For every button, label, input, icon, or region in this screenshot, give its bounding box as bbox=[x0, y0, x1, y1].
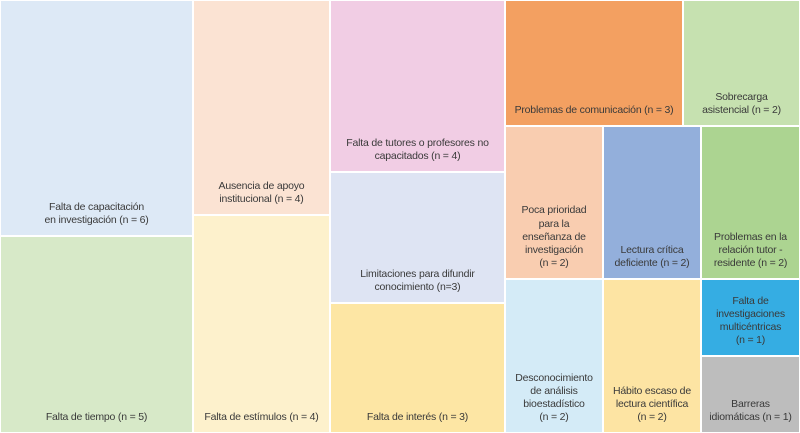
treemap-cell-label: Problemas de comunicación (n = 3) bbox=[514, 103, 674, 116]
treemap-cell: Falta de interés (n = 3) bbox=[330, 303, 505, 433]
treemap-cell: Barreras idiomáticas (n = 1) bbox=[701, 356, 800, 433]
treemap-cell-label: Falta de interés (n = 3) bbox=[366, 410, 469, 423]
treemap-cell-label: Barreras idiomáticas (n = 1) bbox=[709, 397, 792, 423]
treemap-cell-label: Sobrecarga asistencial (n = 2) bbox=[702, 90, 781, 116]
treemap-cell: Desconocimiento de análisis bioestadísti… bbox=[505, 279, 603, 433]
treemap-cell: Limitaciones para difundir conocimiento … bbox=[330, 172, 505, 303]
treemap-cell: Problemas de comunicación (n = 3) bbox=[505, 0, 683, 126]
treemap-cell-label: Falta de tiempo (n = 5) bbox=[45, 410, 148, 423]
treemap-cell-label: Problemas en la relación tutor - residen… bbox=[713, 230, 788, 269]
treemap-cell: Falta de investigaciones multicéntricas … bbox=[701, 279, 800, 356]
treemap-cell: Lectura crítica deficiente (n = 2) bbox=[603, 126, 701, 279]
treemap-cell: Falta de tiempo (n = 5) bbox=[0, 236, 193, 433]
treemap-cell: Falta de estímulos (n = 4) bbox=[193, 215, 330, 433]
treemap-cell: Hábito escaso de lectura científica (n =… bbox=[603, 279, 701, 433]
treemap-cell-label: Desconocimiento de análisis bioestadísti… bbox=[515, 371, 593, 423]
treemap-cell: Falta de tutores o profesores no capacit… bbox=[330, 0, 505, 172]
treemap-cell: Sobrecarga asistencial (n = 2) bbox=[683, 0, 800, 126]
treemap-cell-label: Ausencia de apoyo institucional (n = 4) bbox=[218, 179, 305, 205]
treemap-cell: Problemas en la relación tutor - residen… bbox=[701, 126, 800, 279]
treemap-cell-label: Limitaciones para difundir conocimiento … bbox=[360, 267, 475, 293]
treemap-cell-label: Hábito escaso de lectura científica (n =… bbox=[613, 384, 691, 423]
treemap-cell: Falta de capacitación en investigación (… bbox=[0, 0, 193, 236]
treemap-cell-label: Falta de estímulos (n = 4) bbox=[204, 410, 319, 423]
treemap-cell: Poca prioridad para la enseñanza de inve… bbox=[505, 126, 603, 279]
treemap-cell-label: Poca prioridad para la enseñanza de inve… bbox=[521, 204, 587, 269]
treemap-cell-label: Falta de investigaciones multicéntricas … bbox=[716, 294, 785, 346]
treemap-cell-label: Falta de capacitación en investigación (… bbox=[44, 200, 149, 226]
treemap-cell-label: Falta de tutores o profesores no capacit… bbox=[346, 136, 489, 162]
treemap-cell-label: Lectura crítica deficiente (n = 2) bbox=[614, 243, 690, 269]
treemap-cell: Ausencia de apoyo institucional (n = 4) bbox=[193, 0, 330, 215]
